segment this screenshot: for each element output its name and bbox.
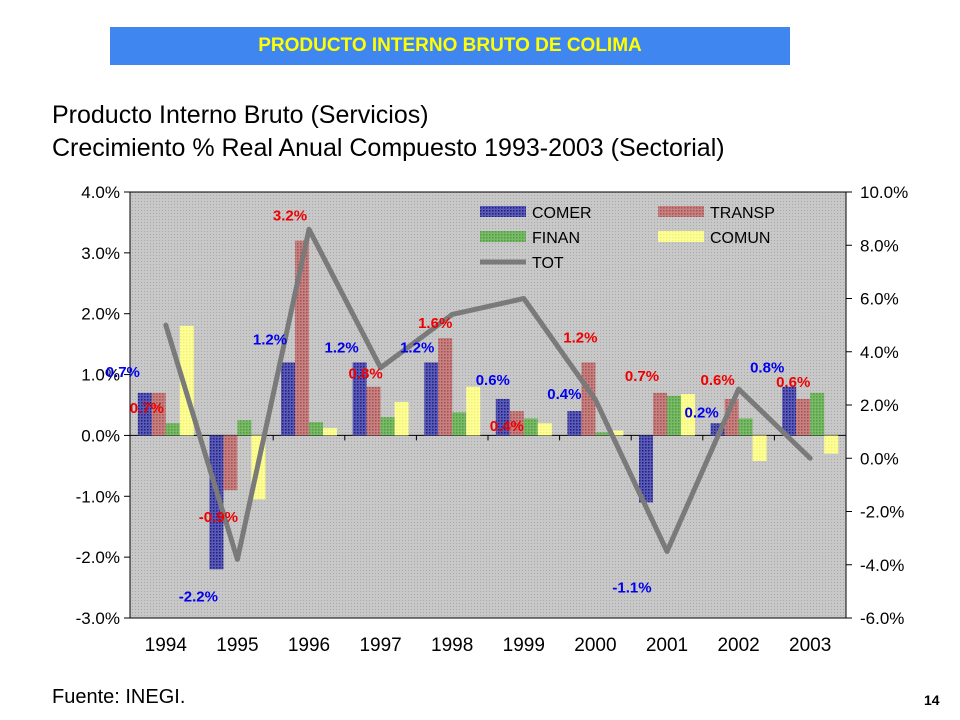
data-label: 0.6%	[700, 372, 734, 389]
right-axis-tick-label: 0.0%	[860, 449, 899, 468]
data-label: 0.4%	[490, 418, 524, 435]
bar-comun	[466, 386, 481, 436]
bar-finan	[667, 395, 681, 436]
left-axis-tick-label: -3.0%	[76, 609, 120, 628]
x-axis-tick-label: 1995	[216, 635, 258, 656]
legend-label: FINAN	[532, 230, 580, 247]
plot-border	[129, 191, 847, 619]
right-axis-tick-label: 10.0%	[860, 183, 908, 202]
bar-finan	[523, 418, 538, 436]
right-axis-tick-label: 6.0%	[860, 290, 899, 309]
x-axis-tick-label: 2001	[646, 635, 688, 656]
right-axis-tick-label: -6.0%	[860, 609, 904, 628]
page-number: 14	[924, 692, 940, 708]
right-axis-tick-label: -4.0%	[860, 556, 904, 575]
chart-subtitle: Crecimiento % Real Anual Compuesto 1993-…	[52, 134, 725, 162]
legend-swatch-comer	[480, 206, 526, 217]
legend-swatch-transp	[658, 206, 704, 217]
x-axis-tick-label: 1996	[288, 635, 330, 656]
source-note: Fuente: INEGI.	[52, 686, 186, 708]
bar-transp	[151, 392, 166, 436]
banner-title: PRODUCTO INTERNO BRUTO DE COLIMA	[258, 35, 642, 56]
x-axis-tick-label: 1997	[359, 635, 401, 656]
data-label: -2.2%	[179, 588, 218, 605]
bar-transp	[796, 398, 811, 436]
data-label: -1.1%	[612, 579, 651, 596]
data-label: 0.8%	[348, 366, 382, 383]
left-axis-tick-label: -2.0%	[76, 548, 120, 567]
bar-comer	[567, 411, 582, 436]
data-label: -0.9%	[199, 509, 238, 526]
bar-transp	[653, 392, 667, 436]
left-axis-tick-label: 2.0%	[81, 305, 120, 324]
bar-finan	[810, 392, 825, 436]
bar-comer	[352, 362, 367, 436]
data-label: 1.2%	[253, 331, 287, 348]
bar-comun	[323, 428, 337, 436]
x-axis-tick-label: 2002	[717, 635, 759, 656]
x-axis-tick-label: 2000	[574, 635, 616, 656]
data-label: 0.6%	[776, 374, 810, 391]
bar-finan	[165, 423, 180, 436]
legend-swatch-comun	[658, 231, 704, 242]
bar-transp	[223, 435, 238, 491]
right-axis-tick-label: 8.0%	[860, 236, 899, 255]
title-banner: PRODUCTO INTERNO BRUTO DE COLIMA	[110, 27, 790, 65]
data-label: 1.2%	[400, 339, 434, 356]
bar-transp	[509, 411, 524, 436]
data-label: 1.2%	[563, 329, 597, 346]
data-label: 0.6%	[476, 372, 510, 389]
bar-comun	[752, 435, 767, 461]
left-axis-tick-label: -1.0%	[76, 487, 120, 506]
data-label: 1.6%	[418, 315, 452, 332]
bar-finan	[452, 412, 467, 436]
bar-comer	[639, 435, 653, 503]
bar-comun	[824, 435, 839, 454]
data-label: 0.7%	[130, 400, 164, 417]
right-axis-tick-label: 4.0%	[860, 343, 899, 362]
legend-label: TRANSP	[710, 205, 775, 222]
bar-finan	[380, 417, 395, 436]
chart-title: Producto Interno Bruto (Servicios)	[52, 101, 429, 129]
legend-label: COMER	[532, 205, 592, 222]
bar-comun	[609, 430, 624, 436]
bar-comer	[209, 435, 224, 570]
legend-label: COMUN	[710, 230, 770, 247]
x-axis-tick-label: 1994	[145, 635, 188, 656]
bar-finan	[237, 420, 252, 436]
bar-transp	[366, 386, 381, 436]
data-label: 1.2%	[324, 339, 358, 356]
data-label: 0.4%	[547, 386, 581, 403]
data-label: 3.2%	[273, 208, 307, 225]
bar-comun	[537, 423, 552, 436]
growth-chart: 4.0% 3.0% 2.0% 1.0% 0.0% -1.0% -2.0% -3.0% 10.0%…	[76, 183, 909, 656]
line-tot	[163, 226, 813, 562]
bar-transp	[438, 338, 453, 436]
bar-comer	[281, 362, 295, 436]
bar-finan	[738, 418, 753, 436]
bar-comer	[137, 392, 152, 436]
x-axis-tick-label: 1999	[503, 635, 545, 656]
left-axis-tick-label: 1.0%	[81, 366, 120, 385]
bar-comer	[424, 362, 439, 436]
legend-label: TOT	[532, 255, 564, 272]
x-axis-tick-label: 1998	[431, 635, 473, 656]
data-label: 0.2%	[684, 404, 718, 421]
bar-comun	[681, 394, 695, 436]
bar-finan	[309, 422, 323, 436]
bar-comun	[394, 401, 409, 436]
bar-comer	[782, 386, 797, 436]
right-axis-tick-label: 2.0%	[860, 396, 899, 415]
right-axis-tick-label: -2.0%	[860, 503, 904, 522]
data-label: 0.7%	[106, 364, 140, 381]
bar-finan	[595, 432, 610, 436]
left-axis-tick-label: 0.0%	[81, 426, 120, 445]
data-label: 0.8%	[750, 360, 784, 377]
left-axis-tick-label: 4.0%	[81, 183, 120, 202]
bar-comer	[495, 398, 510, 436]
left-axis-tick-label: 3.0%	[81, 244, 120, 263]
legend-swatch-finan	[480, 231, 526, 242]
x-axis-tick-label: 2003	[789, 635, 831, 656]
data-label: 0.7%	[625, 368, 659, 385]
